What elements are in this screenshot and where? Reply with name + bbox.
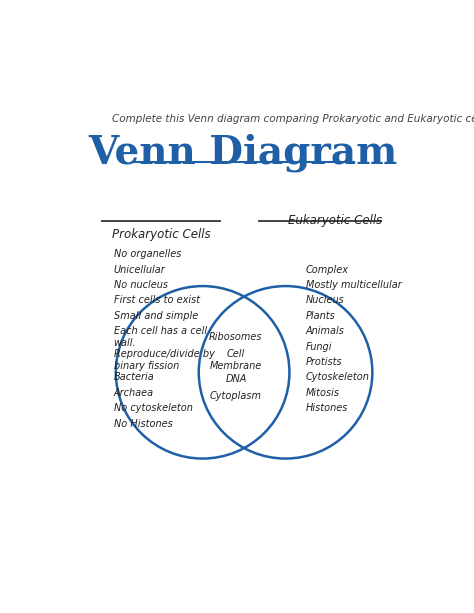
Text: No cytoskeleton: No cytoskeleton: [113, 403, 192, 413]
Text: DNA: DNA: [225, 374, 246, 384]
Text: Eukaryotic Cells: Eukaryotic Cells: [288, 214, 382, 227]
Text: First cells to exist: First cells to exist: [113, 295, 200, 305]
Text: Reproduce/divide by
binary fission: Reproduce/divide by binary fission: [113, 349, 214, 371]
Text: Each cell has a cell
wall.: Each cell has a cell wall.: [113, 326, 207, 348]
Text: Complete this Venn diagram comparing Prokaryotic and Eukaryotic cells: Complete this Venn diagram comparing Pro…: [112, 113, 474, 124]
Text: Fungi: Fungi: [306, 341, 332, 351]
Text: Protists: Protists: [306, 357, 342, 367]
Text: Venn Diagram: Venn Diagram: [88, 134, 398, 172]
Text: Bacteria: Bacteria: [113, 372, 154, 383]
Text: Unicellular: Unicellular: [113, 265, 165, 275]
Text: Animals: Animals: [306, 326, 345, 336]
Text: Histones: Histones: [306, 403, 348, 413]
Text: Mostly multicellular: Mostly multicellular: [306, 280, 401, 290]
Text: Nucleus: Nucleus: [306, 295, 345, 305]
Text: Cell
Membrane: Cell Membrane: [210, 349, 262, 371]
Text: No nucleus: No nucleus: [113, 280, 167, 290]
Text: Ribosomes: Ribosomes: [209, 332, 263, 341]
Text: Mitosis: Mitosis: [306, 387, 340, 398]
Text: Prokaryotic Cells: Prokaryotic Cells: [112, 227, 210, 240]
Text: Small and simple: Small and simple: [113, 311, 198, 321]
Text: Archaea: Archaea: [113, 387, 154, 398]
Text: No Histones: No Histones: [113, 419, 172, 428]
Text: No organelles: No organelles: [113, 249, 181, 259]
Text: Complex: Complex: [306, 265, 349, 275]
Text: Plants: Plants: [306, 311, 336, 321]
Text: Cytoplasm: Cytoplasm: [210, 391, 262, 401]
Text: Cytoskeleton: Cytoskeleton: [306, 372, 370, 383]
